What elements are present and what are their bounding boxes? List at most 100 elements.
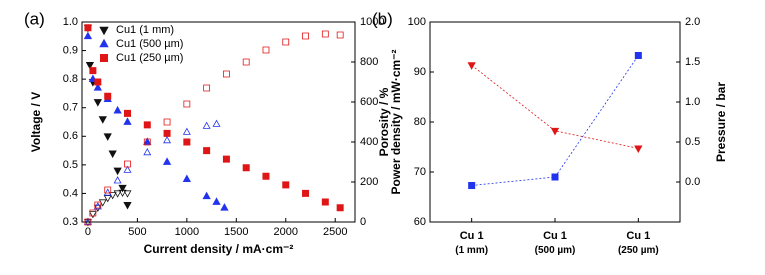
- data-point: [242, 58, 250, 66]
- series-line: [471, 64, 639, 149]
- data-point: [98, 116, 107, 124]
- data-point: [262, 46, 270, 54]
- plot-frame: [429, 21, 681, 223]
- data-point: [143, 121, 151, 129]
- data-point: [212, 197, 221, 205]
- y2-tick-label: 2.0: [685, 16, 700, 28]
- x-tick-label: 0: [85, 226, 91, 238]
- data-point: [302, 32, 309, 40]
- data-point: [93, 99, 102, 107]
- y-tick-label: 100: [408, 16, 426, 28]
- data-point: [103, 195, 112, 203]
- y2-tick-label: 1.5: [685, 56, 700, 68]
- data-point: [113, 105, 122, 114]
- data-point: [88, 211, 97, 219]
- data-point: [124, 160, 131, 168]
- data-point: [220, 203, 229, 211]
- data-point: [83, 219, 92, 227]
- data-point: [84, 218, 92, 226]
- y-tick-label: 1.0: [63, 16, 78, 28]
- x-axis-title: Current density / mA·cm⁻²: [144, 242, 294, 256]
- panel-label: (a): [24, 9, 45, 28]
- y2-tick-label: 1.0: [685, 96, 700, 108]
- data-point: [282, 181, 290, 189]
- y2-axis-title: Pressure / bar: [714, 82, 728, 162]
- data-point: [85, 61, 95, 70]
- data-point: [203, 84, 211, 92]
- y2-tick-label: 200: [360, 176, 378, 188]
- y-tick-label: 80: [414, 116, 426, 128]
- y-tick-label: 90: [414, 66, 426, 78]
- data-point: [83, 31, 93, 40]
- data-point: [103, 188, 112, 196]
- y2-tick-label: 0: [360, 216, 366, 228]
- data-point: [143, 137, 152, 145]
- x-tick-label: 2500: [323, 226, 347, 238]
- y-tick-label: 0.9: [63, 44, 78, 56]
- data-point: [634, 145, 643, 154]
- data-point: [336, 204, 344, 212]
- data-point: [84, 24, 92, 32]
- data-point: [89, 67, 97, 75]
- data-point: [113, 176, 122, 184]
- y-tick-label: 70: [414, 166, 426, 178]
- data-point: [162, 157, 172, 165]
- data-point: [242, 164, 250, 172]
- y2-axis-title: Power density / mW·cm⁻²: [389, 49, 403, 194]
- x-tick-label: 500: [128, 226, 146, 238]
- y-axis-title: Porosity / %: [377, 87, 391, 156]
- data-point: [212, 119, 221, 127]
- series-line: [471, 55, 639, 186]
- data-point: [551, 173, 559, 181]
- legend-label: Cu1 (250 µm): [116, 52, 183, 64]
- data-point: [336, 31, 344, 39]
- y2-tick-label: 600: [360, 96, 378, 108]
- data-point: [222, 155, 230, 163]
- x-tick-label: 1000: [175, 226, 199, 238]
- data-point: [163, 135, 172, 144]
- data-point: [321, 198, 329, 206]
- y2-tick-label: 400: [360, 136, 378, 148]
- data-point: [123, 201, 132, 210]
- y2-tick-label: 0.5: [685, 136, 700, 148]
- data-point: [108, 192, 117, 200]
- y-tick-label: 0.5: [63, 159, 78, 171]
- x-tick-label: Cu 1 (1 mm): [455, 230, 488, 256]
- data-point: [118, 184, 127, 193]
- data-point: [113, 190, 122, 198]
- data-point: [103, 133, 112, 141]
- y2-tick-label: 1000: [360, 16, 384, 28]
- data-point: [634, 52, 642, 59]
- data-point: [163, 129, 171, 137]
- data-point: [123, 117, 132, 125]
- data-point: [202, 191, 211, 200]
- data-point: [163, 118, 171, 126]
- y-tick-label: 0.4: [63, 187, 78, 199]
- data-point: [223, 70, 230, 78]
- plot-frame: [81, 21, 356, 223]
- panel-label: (b): [372, 9, 393, 28]
- data-point: [467, 62, 476, 70]
- x-tick-label: 2000: [274, 226, 298, 238]
- data-point: [182, 127, 191, 135]
- y-tick-label: 0.6: [63, 130, 78, 142]
- data-point: [104, 186, 112, 194]
- y-tick-label: 0.7: [63, 102, 78, 114]
- data-point: [202, 121, 211, 129]
- x-tick-label: 1500: [224, 226, 248, 238]
- x-tick-label: Cu 1 (250 µm): [618, 230, 659, 256]
- y-tick-label: 60: [414, 216, 426, 228]
- data-point: [321, 30, 329, 38]
- legend-label: Cu1 (1 mm): [116, 24, 174, 36]
- data-point: [94, 78, 102, 86]
- data-point: [108, 150, 117, 159]
- data-point: [468, 182, 476, 189]
- data-point: [93, 202, 102, 210]
- x-tick-label: Cu 1 (500 µm): [535, 230, 576, 256]
- y2-tick-label: 800: [360, 56, 378, 68]
- data-point: [118, 189, 127, 198]
- y2-tick-label: 0.0: [685, 176, 700, 188]
- data-point: [183, 138, 191, 146]
- data-point: [550, 127, 560, 136]
